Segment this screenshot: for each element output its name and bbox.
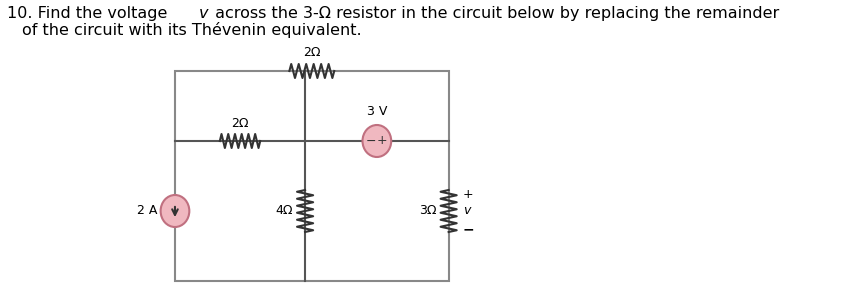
Text: 3 V: 3 V xyxy=(367,105,387,118)
Text: −: − xyxy=(463,222,475,236)
Text: +: + xyxy=(377,135,387,147)
Text: of the circuit with its Thévenin equivalent.: of the circuit with its Thévenin equival… xyxy=(22,22,362,38)
Text: 2Ω: 2Ω xyxy=(231,117,249,130)
Bar xyxy=(175,71,449,281)
Text: across the 3-Ω resistor in the circuit below by replacing the remainder: across the 3-Ω resistor in the circuit b… xyxy=(209,6,779,21)
Text: 10. Find the voltage: 10. Find the voltage xyxy=(7,6,173,21)
Text: 2Ω: 2Ω xyxy=(303,46,321,59)
Circle shape xyxy=(161,195,189,227)
Text: v: v xyxy=(463,204,470,218)
Text: −: − xyxy=(365,135,376,147)
Text: 4Ω: 4Ω xyxy=(275,204,292,218)
Circle shape xyxy=(363,125,392,157)
Text: v: v xyxy=(199,6,209,21)
Text: 3Ω: 3Ω xyxy=(419,204,436,218)
Text: +: + xyxy=(463,188,474,201)
Text: 2 A: 2 A xyxy=(137,204,157,218)
